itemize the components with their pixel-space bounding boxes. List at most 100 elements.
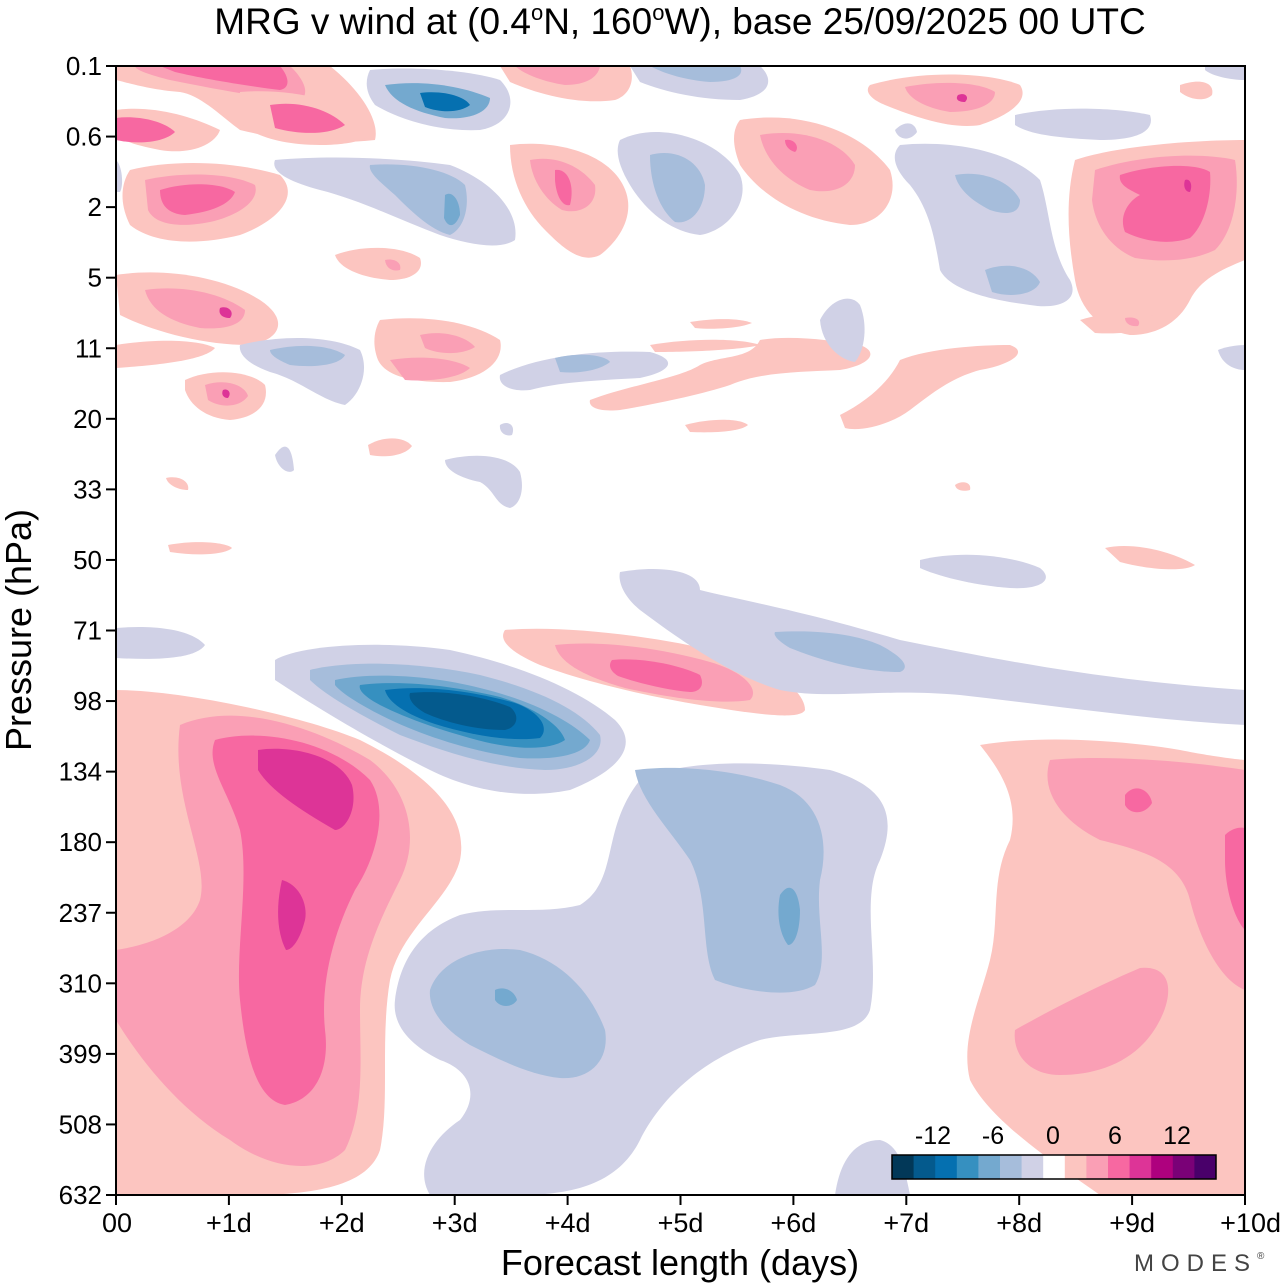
neg-98-level6 [409,692,517,730]
strat-pos-t1 [1180,81,1213,100]
strat-neg-l1 [1205,66,1245,80]
colorbar-swatch [978,1155,1001,1179]
pos-low-level4b [278,880,306,950]
pos-right-level3b [1125,788,1152,813]
neg-bottom-right [835,1140,910,1195]
strat-pos-n3 [222,389,230,398]
x-tick-label: +6d [770,1208,816,1238]
title-degree-2: o [652,0,665,25]
strat-neg-a3 [420,92,470,112]
colorbar-swatch [892,1155,915,1179]
strat-pos-p1 [840,345,1019,430]
colorbar-labels: -12 -6 0 6 12 [915,1122,1191,1150]
strat-pos-r2 [168,542,232,555]
strat-pos-j2 [385,259,401,271]
chart-title: MRG v wind at (0.4oN, 160oW), base 25/09… [0,2,1280,42]
contour-fills [116,66,1245,1195]
x-tick-label: +5d [658,1208,704,1238]
strat-pos-o2 [650,339,760,352]
colorbar-swatch [1086,1155,1109,1179]
strat-pos-j1 [335,247,421,280]
strat-pos-h2 [905,82,995,112]
strat-neg-j1 [445,455,522,508]
colorbar-swatch [935,1155,958,1179]
y-tick-label: 98 [73,686,102,716]
strat-pos-f3 [555,169,572,206]
y-tick-label: 11 [75,333,102,363]
strat-neg-b2 [369,164,467,235]
strat-pos-r3 [166,477,189,490]
strat-pos-o1 [589,337,871,411]
strat-pos-k2 [145,288,245,329]
x-tick-label: +1d [206,1208,252,1238]
colorbar-swatch [1021,1155,1044,1179]
strat-pos-e2 [515,66,600,85]
strat-pos-b2 [270,103,345,133]
strat-neg-l3 [895,123,917,139]
x-tick-label: +9d [1109,1208,1155,1238]
logo-text: MODES [1134,1250,1258,1277]
colorbar-swatch [913,1155,936,1179]
strat-pos-g3 [785,139,797,152]
neg-71-left [116,626,205,659]
title-degree-1: o [530,0,544,25]
logo-mark: ® [1257,1251,1265,1262]
strat-neg-l4 [499,423,514,436]
title-prefix: MRG v wind at (0.4 [214,1,531,42]
x-tick-label: +8d [996,1208,1042,1238]
y-tick-label: 237 [59,898,102,928]
strat-pos-i4 [1184,179,1192,192]
strat-neg-g2 [270,345,345,367]
strat-pos-q1 [1080,313,1165,334]
strat-neg-l2 [116,160,123,192]
strat-neg-i1 [820,298,865,362]
y-tick-label: 50 [73,545,102,575]
strat-pos-t2 [955,482,971,491]
colorbar-swatch [1129,1155,1152,1179]
y-tick-label: 310 [59,968,102,998]
strat-pos-h3 [956,94,968,102]
y-tick-label: 508 [59,1109,102,1139]
strat-pos-m2 [390,357,470,381]
x-axis: 00 +1d +2d +3d +4d +5d +6d +7d +8d +9d +10d [102,1195,1280,1238]
pos-right-level2b [1014,967,1169,1075]
y-axis: 0.1 0.6 2 5 11 20 33 50 71 98 134 180 237 310 399 508 63… [59,51,116,1210]
y-tick-label: 399 [59,1039,102,1069]
x-tick-label: +2d [319,1208,365,1238]
neg-mid-level2a [429,949,606,1079]
strat-pos-l [116,340,215,368]
strat-pos-d3 [160,184,235,215]
colorbar-label: 0 [1046,1122,1060,1150]
neg-mid-level3b [778,887,800,945]
x-tick-label: +3d [432,1208,478,1238]
title-lat-suffix: N, 160 [543,1,653,42]
neg-mid-level2b [635,767,824,993]
y-tick-label: 0.6 [66,122,102,152]
colorbar-swatch [1172,1155,1195,1179]
colorbar-swatch [1194,1155,1217,1179]
x-tick-label: +10d [1220,1208,1280,1238]
y-tick-label: 20 [73,404,102,434]
strat-pos-g2 [760,133,855,192]
y-tick-label: 33 [73,474,102,504]
y-tick-label: 180 [59,827,102,857]
strat-neg-k1 [920,554,1046,589]
x-tick-label: 00 [102,1208,132,1238]
colorbar-label: 6 [1108,1122,1122,1150]
strat-pos-r1 [368,438,412,457]
y-tick-label: 0.1 [66,51,102,81]
colorbar-swatch [1043,1155,1066,1179]
x-tick-label: +7d [883,1208,929,1238]
strat-pos-o3 [690,319,752,329]
strat-pos-a3 [160,66,288,90]
strat-pos-k3 [219,307,232,318]
colorbar-swatch [1064,1155,1087,1179]
title-lon-suffix: W), base 25/09/2025 00 UTC [664,1,1146,42]
strat-pos-s1 [1105,545,1195,570]
colorbar-swatch [1000,1155,1023,1179]
colorbar-swatch [956,1155,979,1179]
strat-neg-i2 [1218,345,1245,370]
strat-neg-e2 [955,173,1020,213]
y-tick-label: 2 [88,192,102,222]
